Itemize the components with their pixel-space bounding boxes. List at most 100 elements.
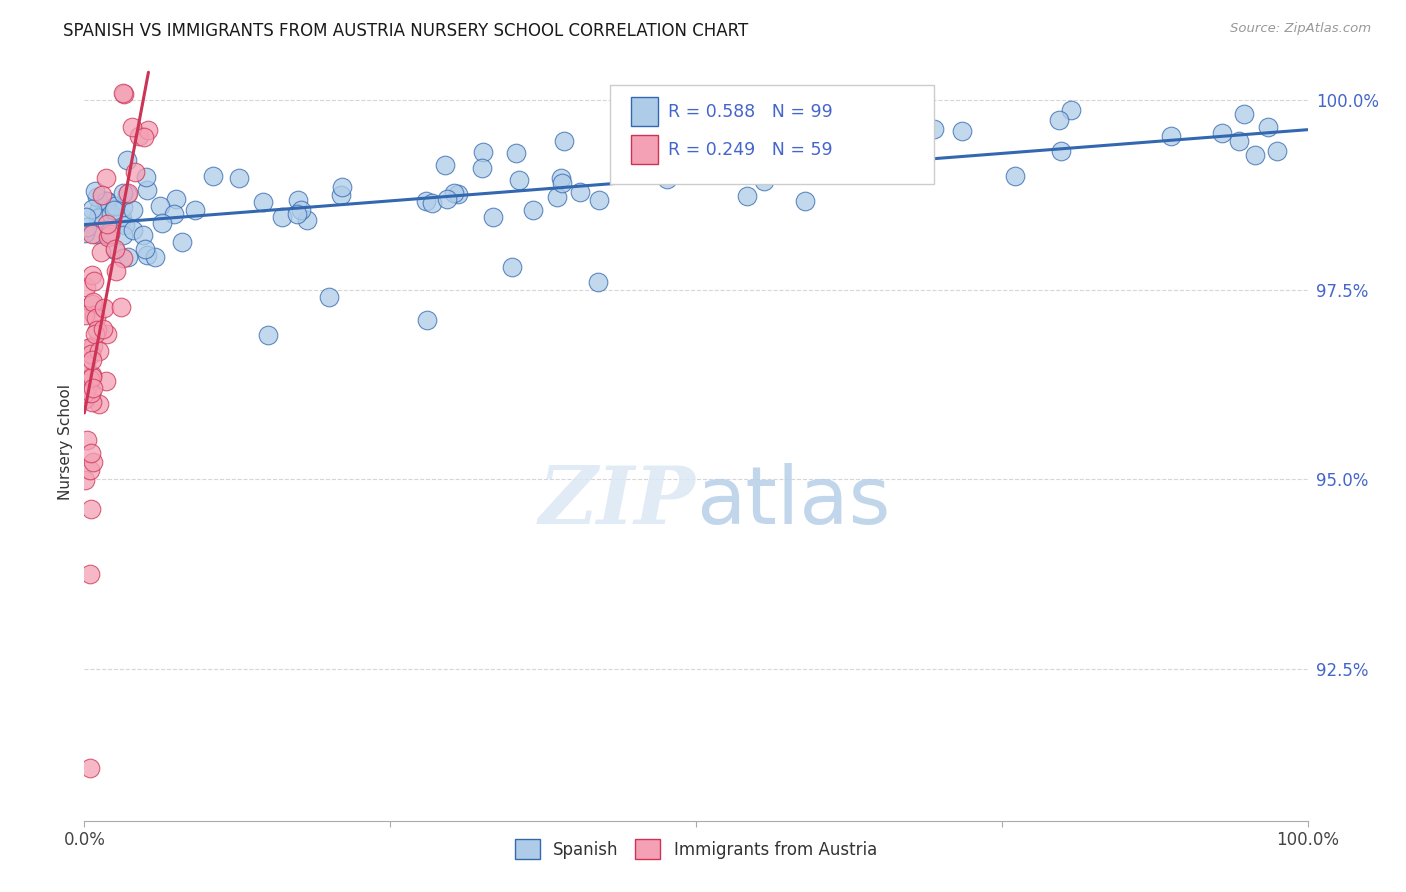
Point: [103, 242, 125, 256]
Point: [163, 207, 186, 221]
Point: [80, 501, 103, 516]
Point: [112, 228, 135, 243]
Point: [105, 264, 128, 278]
Point: [79, 386, 101, 401]
Point: [103, 202, 125, 217]
Point: [270, 211, 292, 225]
Point: [1257, 120, 1279, 134]
Point: [569, 186, 592, 200]
Text: SPANISH VS IMMIGRANTS FROM AUSTRIA NURSERY SCHOOL CORRELATION CHART: SPANISH VS IMMIGRANTS FROM AUSTRIA NURSE…: [63, 22, 748, 40]
Point: [82, 455, 104, 469]
Point: [551, 176, 574, 190]
Point: [416, 313, 439, 327]
Point: [481, 210, 503, 224]
Point: [550, 171, 572, 186]
Point: [134, 242, 156, 256]
Point: [446, 186, 468, 201]
Point: [135, 248, 157, 262]
Point: [75, 359, 97, 373]
Text: ZIP: ZIP: [538, 464, 696, 541]
Point: [228, 170, 250, 185]
Point: [138, 123, 160, 137]
Point: [82, 353, 104, 368]
Point: [87, 397, 110, 411]
Point: [83, 274, 105, 288]
Point: [522, 202, 544, 217]
Point: [122, 202, 145, 217]
Point: [657, 172, 679, 186]
Point: [285, 207, 308, 221]
Point: [94, 194, 117, 208]
Point: [295, 212, 318, 227]
Text: atlas: atlas: [696, 463, 890, 541]
Point: [588, 193, 610, 207]
Point: [1243, 147, 1265, 161]
Point: [97, 229, 120, 244]
Point: [415, 194, 437, 209]
Point: [79, 566, 101, 581]
Point: [84, 227, 107, 241]
Point: [121, 120, 143, 134]
Point: [112, 86, 135, 100]
Point: [83, 308, 105, 322]
Point: [1233, 106, 1256, 120]
Point: [112, 200, 135, 214]
Point: [134, 130, 156, 145]
Point: [924, 121, 946, 136]
Point: [586, 276, 609, 290]
Point: [132, 228, 155, 243]
Point: [75, 210, 97, 224]
Point: [165, 192, 187, 206]
Point: [117, 186, 139, 200]
Point: [82, 339, 104, 353]
Point: [87, 202, 110, 217]
Point: [75, 385, 97, 400]
Point: [82, 295, 104, 310]
Text: R = 0.249   N = 59: R = 0.249 N = 59: [668, 141, 832, 159]
Point: [115, 153, 138, 167]
Point: [1004, 169, 1026, 184]
Point: [183, 202, 205, 217]
Point: [202, 169, 225, 183]
Point: [73, 226, 96, 240]
Point: [76, 342, 98, 356]
Legend: Spanish, Immigrants from Austria: Spanish, Immigrants from Austria: [508, 833, 884, 865]
Point: [96, 327, 118, 342]
Point: [766, 146, 789, 161]
Point: [86, 311, 108, 326]
Point: [825, 162, 848, 177]
Point: [93, 301, 115, 315]
Point: [82, 370, 104, 384]
Point: [172, 235, 194, 249]
Bar: [631, 97, 658, 126]
Bar: [631, 136, 658, 164]
Point: [502, 260, 524, 274]
Point: [1229, 134, 1251, 148]
Point: [662, 153, 685, 167]
Point: [87, 211, 110, 225]
Point: [96, 194, 118, 209]
Point: [112, 251, 135, 265]
Point: [143, 250, 166, 264]
Point: [96, 171, 118, 186]
Point: [82, 202, 104, 216]
Point: [124, 165, 146, 179]
Point: [79, 373, 101, 387]
Point: [553, 134, 575, 148]
Point: [117, 250, 139, 264]
Point: [433, 158, 456, 172]
Point: [852, 143, 875, 157]
Point: [683, 165, 706, 179]
Point: [79, 372, 101, 386]
Point: [762, 136, 785, 151]
Point: [98, 224, 121, 238]
Point: [91, 188, 114, 202]
Point: [80, 394, 103, 409]
Point: [79, 462, 101, 476]
Point: [82, 227, 104, 242]
Y-axis label: Nursery School: Nursery School: [58, 384, 73, 500]
Point: [89, 210, 111, 224]
Point: [82, 368, 104, 383]
Point: [666, 163, 689, 178]
Point: [150, 215, 173, 229]
